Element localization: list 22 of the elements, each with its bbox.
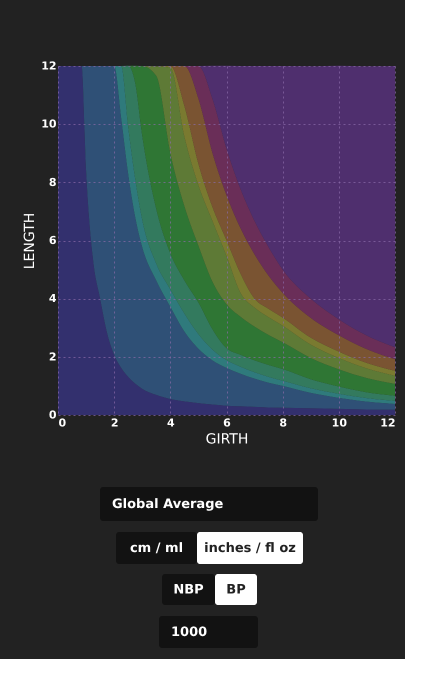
- x-tick-label: 6: [223, 416, 232, 430]
- x-axis-title: GIRTH: [206, 432, 248, 448]
- y-tick-label: 6: [48, 234, 57, 247]
- x-tick-label: 10: [332, 416, 348, 430]
- y-tick-label: 8: [48, 176, 56, 189]
- x-tick-label: 0: [58, 416, 66, 430]
- text: inches / fl oz: [204, 541, 296, 556]
- text: Global Average: [112, 497, 224, 512]
- y-tick-label: 0: [48, 408, 57, 422]
- x-tick-label: 8: [279, 416, 287, 430]
- y-tick-label: 2: [48, 350, 56, 364]
- x-tick-label: 4: [167, 416, 176, 430]
- x-tick-label: 2: [110, 416, 118, 430]
- text: 1000: [171, 625, 208, 640]
- y-axis-title: LENGTH: [22, 212, 38, 270]
- text: NBP: [173, 582, 204, 598]
- y-tick-label: 12: [41, 60, 56, 72]
- text: BP: [226, 582, 246, 598]
- x-tick-label: 12: [380, 416, 396, 430]
- text: cm / ml: [130, 541, 184, 556]
- y-tick-label: 10: [41, 118, 57, 131]
- y-tick-label: 4: [48, 292, 57, 306]
